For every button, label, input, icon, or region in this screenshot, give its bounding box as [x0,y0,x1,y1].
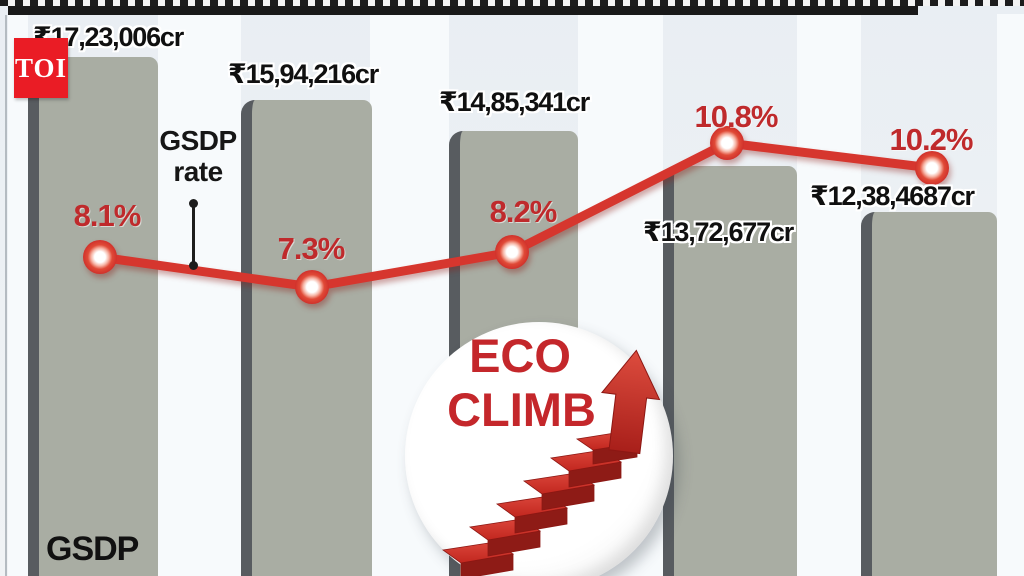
line-point-marker [83,240,117,274]
bar-value-label: ₹15,94,216cr [228,59,379,89]
bar-value-label: ₹12,38,4687cr [810,181,975,211]
toi-logo-text: TOI [14,52,68,83]
bottom-axis-label: GSDP [46,530,139,568]
line-point-marker [295,270,329,304]
rate-value-label: 7.3% [277,231,346,266]
bar-value-label: ₹14,85,341cr [439,87,590,117]
gsdp-bar-4 [663,166,797,576]
gsdp-rate-line1: GSDP [159,125,237,156]
background-stripe [8,14,28,576]
rate-value-label: 8.1% [73,198,142,233]
rate-value-label: 10.8% [694,99,779,134]
stairs-arrow-icon [441,349,661,576]
gsdp-rate-annotation: GSDP rate [150,125,246,188]
line-point-marker [495,235,529,269]
top-black-bar [8,6,918,15]
gsdp-bar-2 [241,100,372,576]
annotation-pointer-line [189,199,198,270]
badge-title-line1: ECO [469,329,571,382]
background-stripe [797,14,861,576]
line-point-marker [915,151,949,185]
gsdp-bar-1 [28,57,158,576]
left-frame-line [5,15,7,576]
toi-logo: TOI [14,38,68,98]
gsdp-bar-5 [861,212,997,576]
background-stripe [158,14,241,576]
eco-climb-badge: ECO CLIMB [405,322,673,576]
rate-value-label: 10.2% [889,122,974,157]
gsdp-rate-line2: rate [173,155,223,187]
top-dashed-border [0,0,1024,6]
bar-value-label: ₹13,72,677cr [643,217,794,247]
badge-title-line2: CLIMB [447,383,596,436]
background-stripe [997,14,1024,576]
line-point-marker [710,126,744,160]
rate-value-label: 8.2% [489,194,558,229]
